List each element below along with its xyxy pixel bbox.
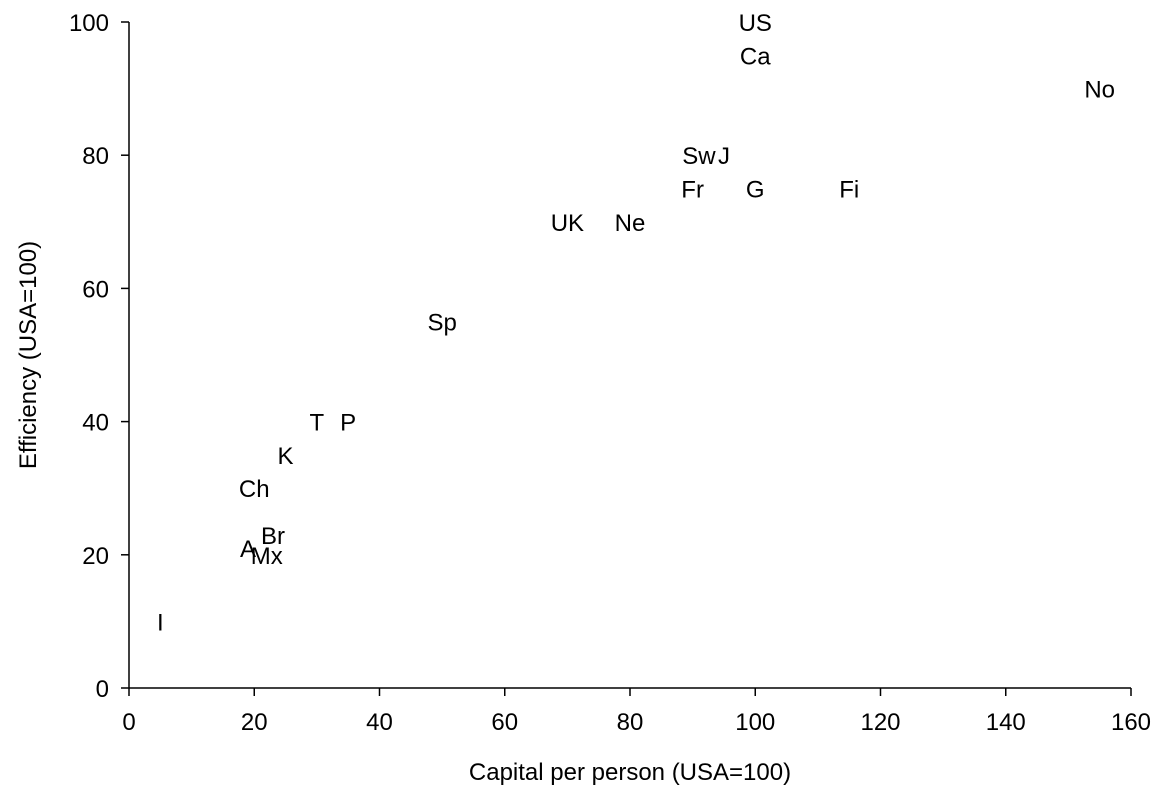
y-axis: 0 20 40 60 80 100 [69,10,130,703]
y-tick-label: 80 [82,143,109,170]
y-tick-label: 20 [82,543,109,570]
data-point-label: Ne [615,210,646,237]
data-point-label: Fr [681,177,704,204]
data-point-label: P [340,410,356,437]
data-point-label: US [739,10,772,37]
data-point-label: No [1084,77,1115,104]
data-point-label: Br [261,523,285,550]
data-point-label: Ca [740,43,771,70]
x-tick-label: 0 [122,709,135,736]
data-point-label: Sw [682,143,716,170]
data-point-label: Mx [251,543,283,570]
y-tick-label: 60 [82,276,109,303]
x-tick-label: 140 [986,709,1026,736]
data-point-label: A [240,536,256,563]
x-tick-label: 120 [860,709,900,736]
data-point-label: Sp [427,310,456,337]
x-axis-title: Capital per person (USA=100) [469,759,791,786]
y-tick-label: 100 [69,10,109,37]
x-tick-label: 60 [491,709,518,736]
y-tick-label: 40 [82,410,109,437]
x-tick-label: 40 [366,709,393,736]
x-tick-label: 80 [617,709,644,736]
x-tick-label: 20 [241,709,268,736]
x-axis: 0 20 40 60 80 100 120 140 160 [122,687,1151,736]
data-point-label: Fi [839,177,859,204]
data-point-label: K [278,443,294,470]
x-tick-label: 160 [1111,709,1151,736]
data-point-label: UK [551,210,584,237]
data-point-label: T [310,410,325,437]
data-point-label: G [746,177,765,204]
y-axis-title: Efficiency (USA=100) [15,241,42,469]
data-point-label: Ch [239,476,270,503]
y-tick-label: 0 [96,676,109,703]
x-tick-label: 100 [735,709,775,736]
data-point-label: I [157,609,164,636]
data-point-label: J [718,143,730,170]
